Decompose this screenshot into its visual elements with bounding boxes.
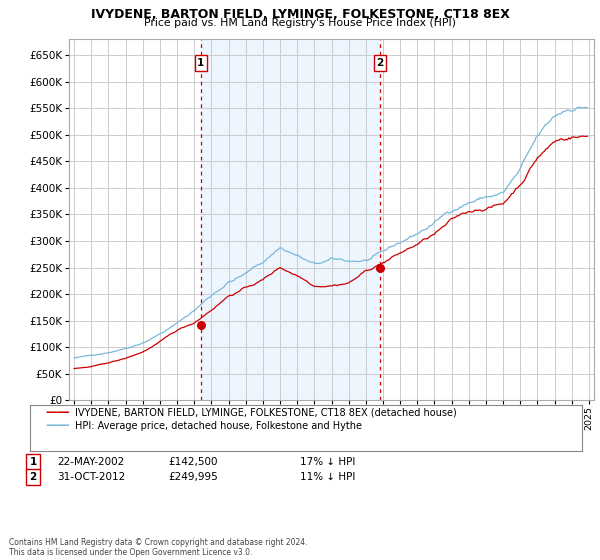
Text: 17% ↓ HPI: 17% ↓ HPI: [300, 457, 355, 467]
Text: 2: 2: [376, 58, 384, 68]
Text: Contains HM Land Registry data © Crown copyright and database right 2024.
This d: Contains HM Land Registry data © Crown c…: [9, 538, 308, 557]
Text: IVYDENE, BARTON FIELD, LYMINGE, FOLKESTONE, CT18 8EX: IVYDENE, BARTON FIELD, LYMINGE, FOLKESTO…: [91, 8, 509, 21]
Text: 11% ↓ HPI: 11% ↓ HPI: [300, 472, 355, 482]
Text: ——: ——: [45, 419, 70, 432]
Text: 31-OCT-2012: 31-OCT-2012: [57, 472, 125, 482]
Text: Price paid vs. HM Land Registry's House Price Index (HPI): Price paid vs. HM Land Registry's House …: [144, 18, 456, 28]
Text: 22-MAY-2002: 22-MAY-2002: [57, 457, 124, 467]
Text: IVYDENE, BARTON FIELD, LYMINGE, FOLKESTONE, CT18 8EX (detached house): IVYDENE, BARTON FIELD, LYMINGE, FOLKESTO…: [75, 407, 457, 417]
Bar: [201, 39, 380, 400]
Text: £142,500: £142,500: [168, 457, 218, 467]
Text: 1: 1: [197, 58, 205, 68]
Text: 2: 2: [29, 472, 37, 482]
Text: ——: ——: [45, 405, 70, 419]
Text: HPI: Average price, detached house, Folkestone and Hythe: HPI: Average price, detached house, Folk…: [75, 421, 362, 431]
Text: £249,995: £249,995: [168, 472, 218, 482]
Text: 1: 1: [29, 457, 37, 467]
